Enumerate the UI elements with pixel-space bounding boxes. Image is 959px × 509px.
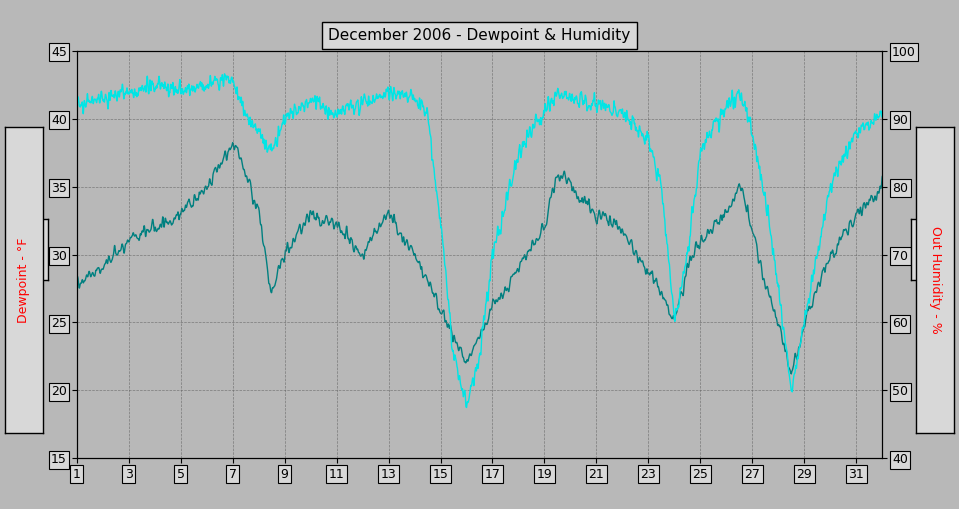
Text: Dewpoint - °F: Dewpoint - °F bbox=[17, 237, 31, 323]
Title: December 2006 - Dewpoint & Humidity: December 2006 - Dewpoint & Humidity bbox=[328, 28, 631, 43]
Text: Out Humidity - %: Out Humidity - % bbox=[928, 226, 942, 334]
